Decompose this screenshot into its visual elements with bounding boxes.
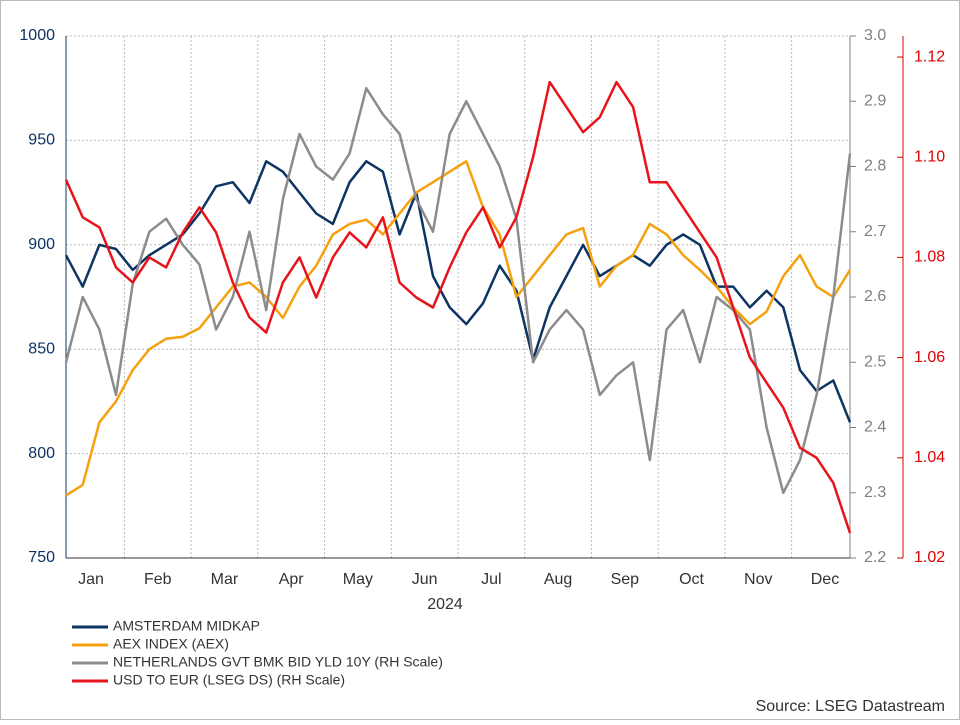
y2-tick-label: 2.8 [864, 158, 886, 175]
x-tick-label: Jan [78, 571, 104, 588]
x-axis-label: 2024 [427, 596, 463, 613]
y3-tick-label: 1.04 [914, 449, 945, 466]
x-tick-label: Dec [811, 571, 839, 588]
y3-tick-label: 1.12 [914, 48, 945, 65]
y-tick-label: 1000 [19, 27, 55, 44]
x-tick-label: Apr [279, 571, 305, 588]
y-tick-label: 950 [28, 132, 55, 149]
legend-label: AEX INDEX (AEX) [113, 636, 229, 652]
y2-tick-label: 3.0 [864, 27, 886, 44]
x-tick-label: Mar [211, 571, 239, 588]
legend-label: NETHERLANDS GVT BMK BID YLD 10Y (RH Scal… [113, 654, 443, 670]
y2-tick-label: 2.7 [864, 223, 886, 240]
x-tick-label: Oct [679, 571, 704, 588]
legend-label: USD TO EUR (LSEG DS) (RH Scale) [113, 672, 345, 688]
series-line [64, 86, 852, 495]
y-tick-label: 800 [28, 445, 55, 462]
y-tick-label: 900 [28, 236, 55, 253]
y3-tick-label: 1.10 [914, 148, 945, 165]
legend-label: AMSTERDAM MIDKAP [113, 618, 260, 634]
source: Source: LSEG Datastream [756, 698, 945, 715]
y2-tick-label: 2.4 [864, 419, 886, 436]
y2-tick-label: 2.2 [864, 549, 886, 566]
y-tick-label: 850 [28, 340, 55, 357]
series-line [64, 80, 852, 534]
x-tick-label: Jul [481, 571, 501, 588]
x-tick-label: Sep [611, 571, 640, 588]
y2-tick-label: 2.5 [864, 353, 886, 370]
series-line [65, 160, 852, 497]
x-tick-label: Jun [412, 571, 438, 588]
y2-tick-label: 2.3 [864, 484, 886, 501]
series-line [64, 160, 852, 423]
x-tick-label: Feb [144, 571, 172, 588]
x-tick-label: Aug [544, 571, 572, 588]
y2-tick-label: 2.9 [864, 92, 886, 109]
x-tick-label: May [343, 571, 373, 588]
y-tick-label: 750 [28, 549, 55, 566]
y3-tick-label: 1.06 [914, 349, 945, 366]
y2-tick-label: 2.6 [864, 288, 886, 305]
x-tick-label: Nov [744, 571, 772, 588]
y3-tick-label: 1.02 [914, 549, 945, 566]
y3-tick-label: 1.08 [914, 249, 945, 266]
